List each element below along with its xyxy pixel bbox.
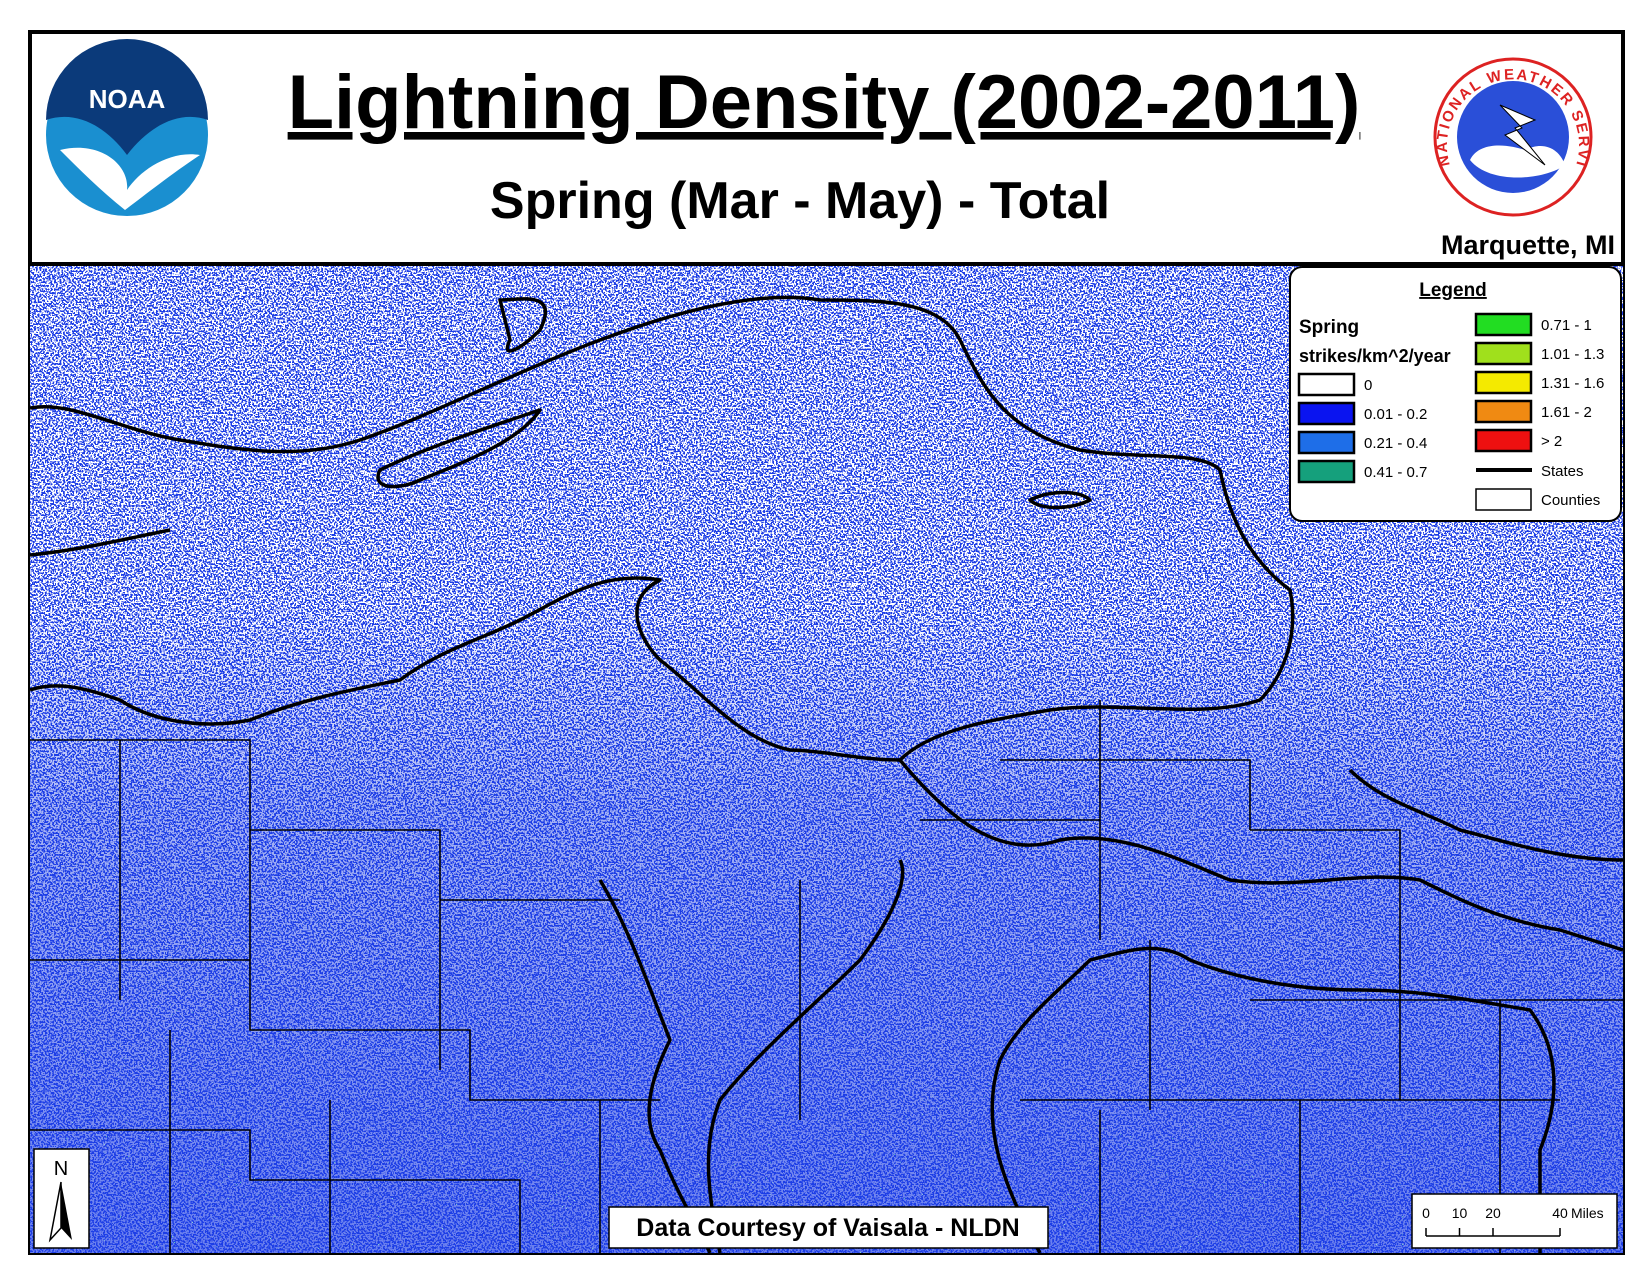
legend-units: strikes/km^2/year xyxy=(1299,346,1451,366)
subtitle: Spring (Mar - May) - Total xyxy=(490,172,1110,230)
legend-label: 0 xyxy=(1364,377,1372,394)
credit-box xyxy=(608,1206,1049,1249)
north-label: N xyxy=(54,1158,68,1180)
legend-label: 0.71 - 1 xyxy=(1541,317,1592,334)
scale-box xyxy=(1411,1193,1618,1249)
noaa-logo-text: NOAA xyxy=(89,84,166,114)
north-arrow-right xyxy=(61,1182,72,1240)
header-box xyxy=(28,30,1625,266)
legend: Legend Spring strikes/km^2/year States C… xyxy=(1289,266,1622,522)
scale-tick-label: 10 xyxy=(1452,1205,1468,1221)
scale-unit: Miles xyxy=(1571,1205,1604,1221)
legend-swatch xyxy=(1474,312,1533,337)
legend-swatch xyxy=(1297,459,1356,484)
legend-label: 0.21 - 0.4 xyxy=(1364,435,1427,452)
legend-swatch xyxy=(1297,372,1356,397)
legend-label: 1.61 - 2 xyxy=(1541,404,1592,421)
legend-label: 0.41 - 0.7 xyxy=(1364,464,1427,481)
legend-swatch xyxy=(1297,430,1356,455)
counties-label: Counties xyxy=(1541,492,1600,509)
legend-swatch xyxy=(1297,401,1356,426)
legend-label: 0.01 - 0.2 xyxy=(1364,406,1427,423)
scale-tick-label: 0 xyxy=(1422,1205,1430,1221)
counties-swatch xyxy=(1475,488,1532,511)
legend-label: 1.31 - 1.6 xyxy=(1541,375,1604,392)
credit: Data Courtesy of Vaisala - NLDN xyxy=(636,1214,1019,1242)
legend-box xyxy=(1289,266,1622,522)
legend-season: Spring xyxy=(1299,317,1359,338)
coastlines xyxy=(30,295,1623,1253)
legend-swatch xyxy=(1474,341,1533,366)
office: Marquette, MI xyxy=(1441,230,1615,260)
scale-tick-label: 40 xyxy=(1552,1205,1568,1221)
legend-swatch xyxy=(1474,370,1533,395)
noaa-logo: NOAA xyxy=(46,39,208,216)
states-label: States xyxy=(1541,463,1584,480)
scale-tick-label: 20 xyxy=(1485,1205,1501,1221)
counties xyxy=(30,700,1623,1253)
scale-bar: 0 10 20 40 Miles xyxy=(1411,1193,1618,1249)
legend-label: > 2 xyxy=(1541,433,1562,450)
legend-label: 1.01 - 1.3 xyxy=(1541,346,1604,363)
legend-title: Legend xyxy=(1419,280,1487,301)
legend-swatch xyxy=(1474,399,1533,424)
legend-swatch xyxy=(1474,428,1533,453)
title: Lightning Density (2002-2011) xyxy=(288,60,1361,145)
